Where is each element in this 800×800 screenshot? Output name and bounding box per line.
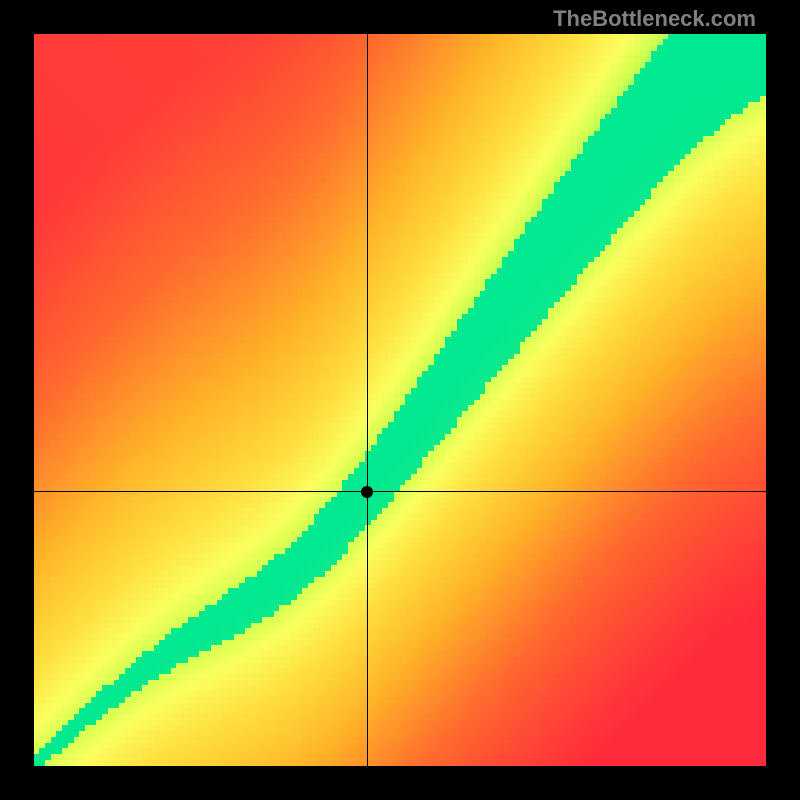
watermark-text: TheBottleneck.com: [553, 6, 756, 32]
crosshair-marker: [361, 486, 373, 498]
crosshair-horizontal: [34, 491, 766, 492]
bottleneck-heatmap: [34, 34, 766, 766]
crosshair-vertical: [367, 34, 368, 766]
chart-container: TheBottleneck.com: [0, 0, 800, 800]
